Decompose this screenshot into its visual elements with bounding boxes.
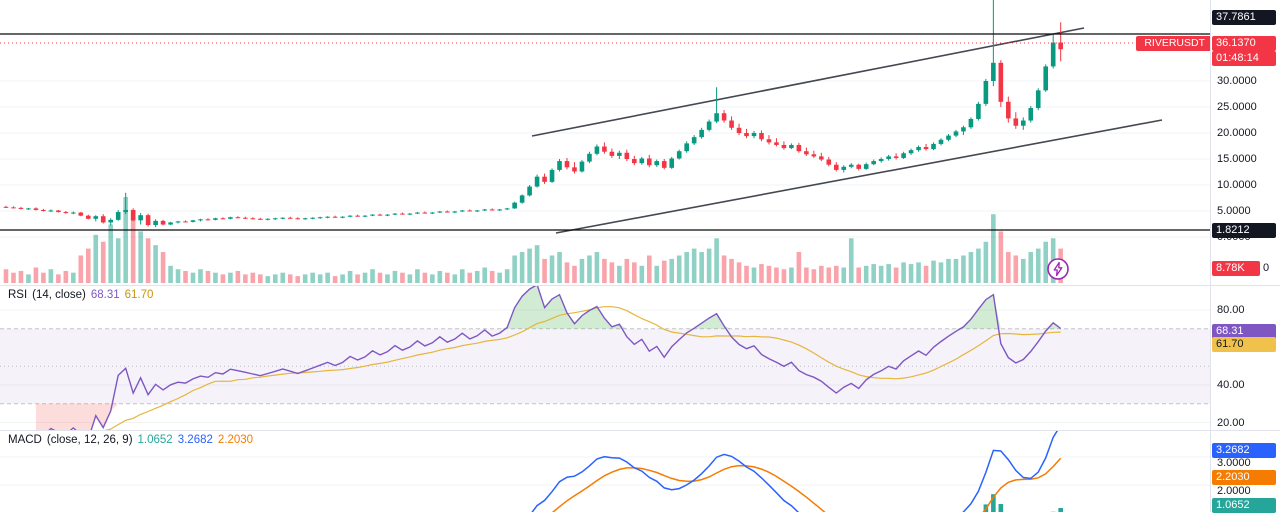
scale-tick-label: 15.0000 — [1217, 152, 1257, 166]
macd-title: MACD — [8, 434, 42, 446]
lightning-icon — [1046, 257, 1070, 281]
last-price-badge: 36.1370 — [1212, 36, 1276, 51]
rsi-params: (14, close) — [32, 289, 86, 301]
macd-signal-badge: 2.2030 — [1212, 470, 1276, 485]
macd-params: (close, 12, 26, 9) — [47, 434, 133, 446]
scale-tick-label: 10.0000 — [1217, 178, 1257, 192]
rsi-ma-value-badge: 61.70 — [1212, 337, 1276, 352]
macd-value-badge: 3.2682 — [1212, 443, 1276, 458]
scale-tick-label: 3.0000 — [1217, 456, 1251, 470]
rsi-indicator-header[interactable]: RSI (14, close) 68.31 61.70 — [8, 289, 153, 301]
scale-tick-label: 5.0000 — [1217, 204, 1251, 218]
pane-separator[interactable] — [0, 285, 1280, 286]
rsi-title: RSI — [8, 289, 27, 301]
boost-button[interactable] — [1046, 257, 1070, 281]
scale-tick-label: 20.00 — [1217, 416, 1245, 430]
volume-zero-tick: 0 — [1263, 261, 1269, 275]
macd-line-value: 3.2682 — [178, 434, 213, 446]
scale-tick-label: 80.00 — [1217, 303, 1245, 317]
pane-separator[interactable] — [0, 430, 1280, 431]
rsi-canvas[interactable] — [0, 286, 1210, 430]
scale-tick-label: 40.00 — [1217, 378, 1245, 392]
high-line-price-badge: 37.7861 — [1212, 10, 1276, 25]
scale-tick-label: 25.0000 — [1217, 100, 1257, 114]
macd-hist-badge: 1.0652 — [1212, 498, 1276, 513]
macd-indicator-header[interactable]: MACD (close, 12, 26, 9) 1.0652 3.2682 2.… — [8, 434, 253, 446]
scale-tick-label: 2.0000 — [1217, 484, 1251, 498]
rsi-value: 68.31 — [91, 289, 120, 301]
volume-badge: 8.78K — [1212, 261, 1260, 276]
symbol-price-label: RIVERUSDT — [1136, 36, 1210, 51]
low-line-price-badge: 1.8212 — [1212, 223, 1276, 238]
macd-hist-value: 1.0652 — [138, 434, 173, 446]
rsi-ma-value: 61.70 — [125, 289, 154, 301]
scale-tick-label: 20.0000 — [1217, 126, 1257, 140]
price-chart-canvas[interactable] — [0, 0, 1210, 285]
countdown-badge: 01:48:14 — [1212, 51, 1276, 66]
macd-signal-value: 2.2030 — [218, 434, 253, 446]
price-scale[interactable]: 37.7861 36.1370 01:48:14 1.8212 8.78K 0 … — [1210, 0, 1280, 512]
scale-tick-label: 30.0000 — [1217, 74, 1257, 88]
